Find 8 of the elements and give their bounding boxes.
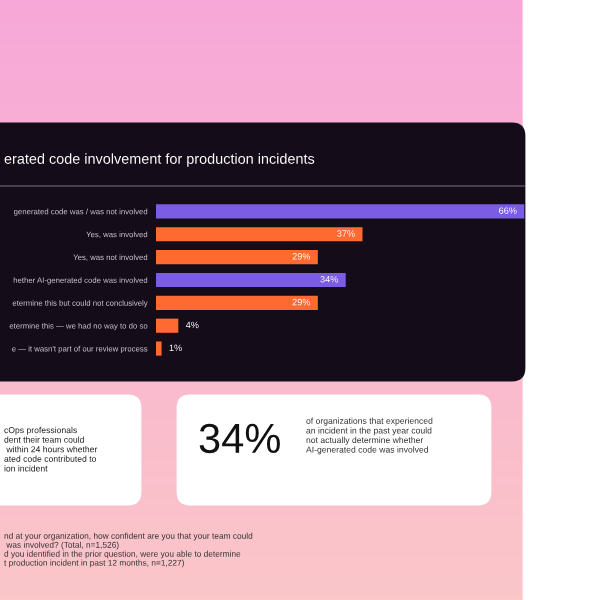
- bar: [156, 341, 162, 356]
- text: 34%: [199, 423, 280, 454]
- bar: [156, 318, 179, 333]
- bar: [156, 295, 318, 310]
- bar: [156, 272, 346, 288]
- bar: [156, 227, 363, 242]
- bar: [156, 250, 318, 265]
- bar: [156, 204, 525, 219]
